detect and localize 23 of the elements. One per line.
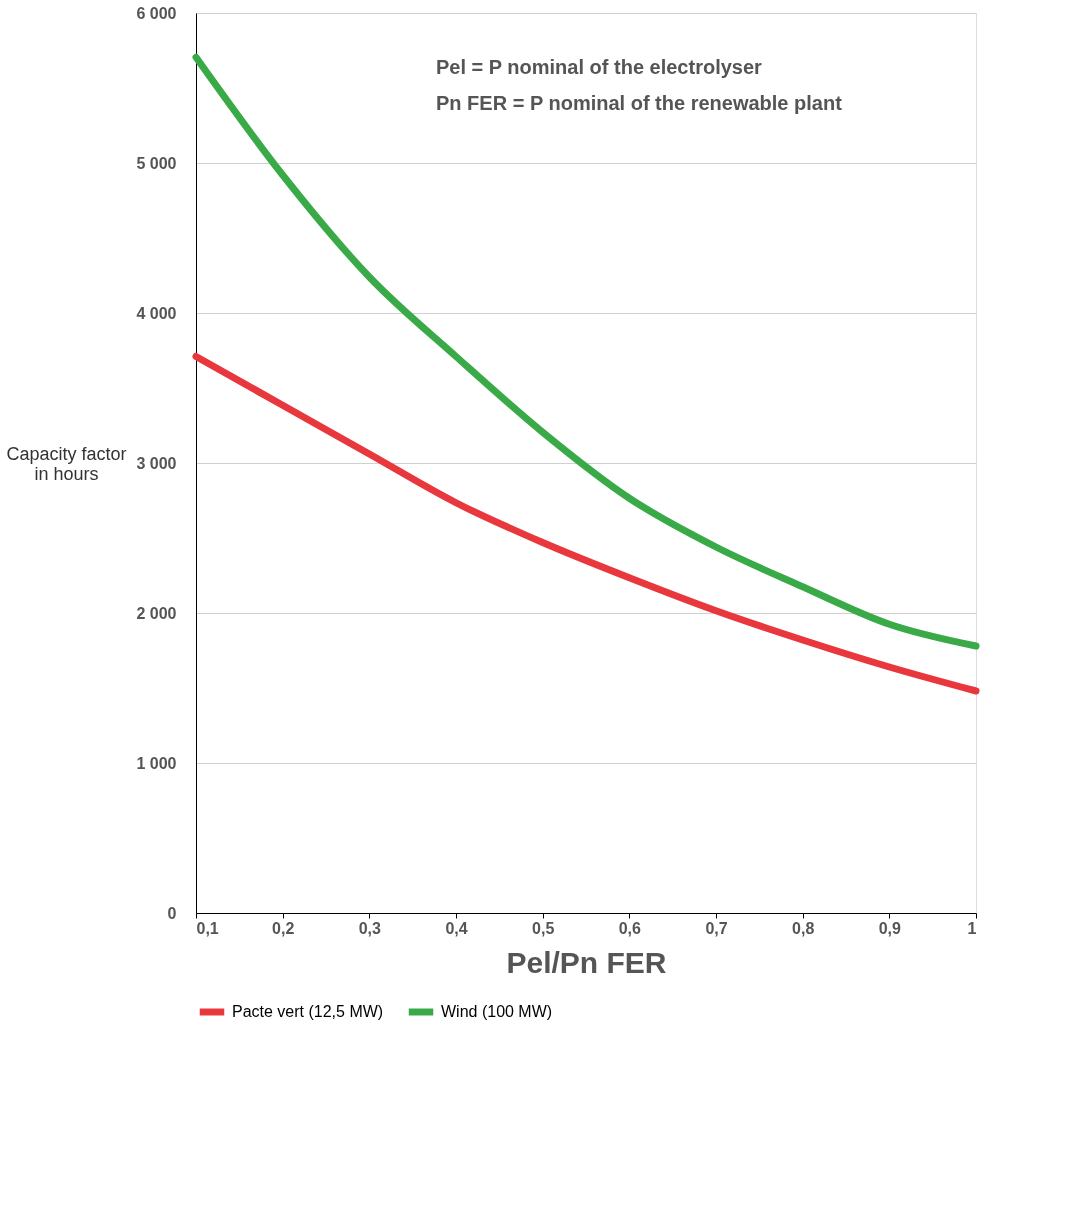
y-axis-title: Capacity factor in hours	[6, 443, 127, 484]
x-tick-label: 0,6	[618, 919, 642, 937]
x-tick-label: 0,8	[792, 919, 815, 937]
x-tick-label: 1	[967, 919, 977, 937]
legend-label: Wind (100 MW)	[441, 1003, 553, 1020]
x-tick-label: 0,4	[445, 919, 468, 937]
annotation: Pel = P nominal of the electrolyser	[436, 56, 763, 78]
y-tick-label: 5 000	[136, 154, 177, 172]
y-tick-label: 4 000	[136, 304, 177, 322]
y-tick-label: 2 000	[136, 604, 177, 622]
legend-label: Pacte vert (12,5 MW)	[232, 1003, 384, 1020]
x-tick-label: 0,5	[532, 919, 555, 937]
x-tick-label: 0,1	[196, 919, 219, 937]
y-tick-label: 3 000	[136, 454, 177, 472]
x-tick-label: 0,9	[878, 919, 902, 937]
y-tick-label: 1 000	[136, 754, 177, 772]
x-tick-label: 0,7	[705, 919, 728, 937]
x-axis-title: Pel/Pn FER	[506, 945, 667, 979]
y-tick-label: 0	[167, 904, 177, 922]
annotation: Pn FER = P nominal of the renewable plant	[436, 92, 843, 114]
x-tick-label: 0,2	[272, 919, 295, 937]
y-tick-label: 6 000	[136, 4, 177, 22]
x-tick-label: 0,3	[358, 919, 382, 937]
